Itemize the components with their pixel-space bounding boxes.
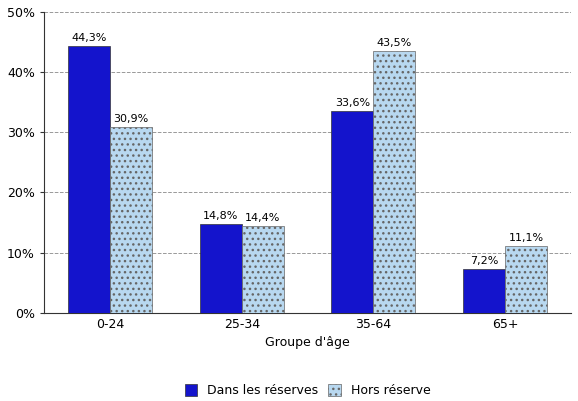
Text: 43,5%: 43,5% bbox=[377, 38, 412, 48]
Bar bbox=[110, 127, 152, 313]
Text: 44,3%: 44,3% bbox=[71, 33, 107, 43]
Text: 11,1%: 11,1% bbox=[509, 233, 543, 243]
Text: 14,4%: 14,4% bbox=[245, 213, 280, 223]
Legend: Dans les réserves, Hors réserve: Dans les réserves, Hors réserve bbox=[180, 379, 435, 401]
Text: 33,6%: 33,6% bbox=[335, 97, 370, 107]
Text: 14,8%: 14,8% bbox=[203, 211, 238, 221]
Text: 30,9%: 30,9% bbox=[113, 114, 149, 124]
Bar bbox=[331, 111, 373, 313]
Bar bbox=[242, 226, 284, 313]
Bar bbox=[199, 224, 242, 313]
Bar bbox=[68, 46, 110, 313]
Text: 7,2%: 7,2% bbox=[470, 257, 498, 266]
Bar bbox=[463, 269, 505, 313]
X-axis label: Groupe d'âge: Groupe d'âge bbox=[265, 336, 350, 349]
Bar bbox=[373, 51, 416, 313]
Bar bbox=[505, 246, 547, 313]
